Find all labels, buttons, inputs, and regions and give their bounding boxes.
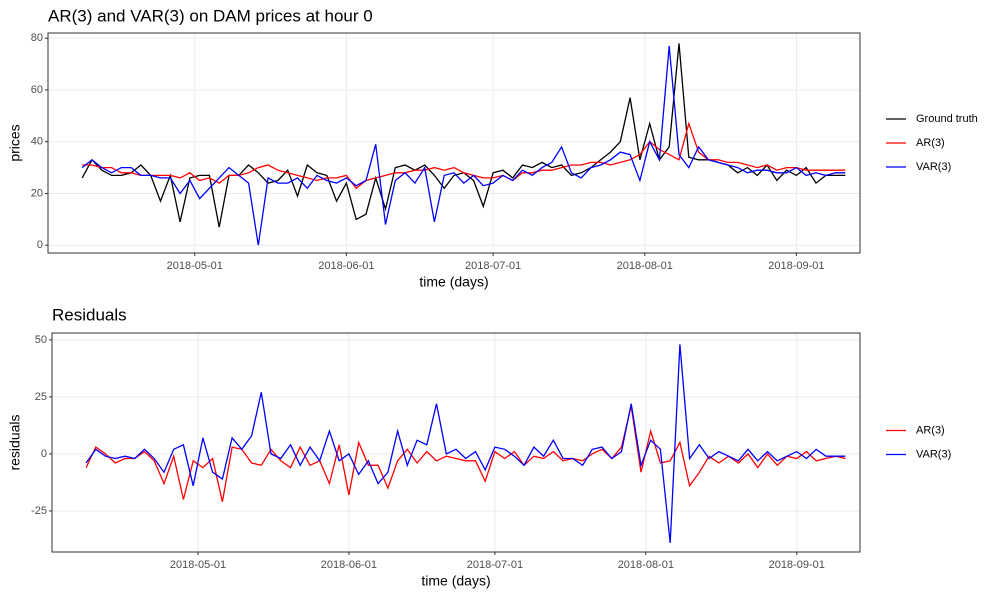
y-tick-label: 25 bbox=[35, 391, 47, 403]
y-axis-label: residuals bbox=[7, 414, 23, 470]
legend-label: VAR(3) bbox=[916, 161, 951, 173]
plot-panel bbox=[48, 33, 860, 253]
y-tick-label: -25 bbox=[31, 505, 47, 517]
x-tick-label: 2018-05-01 bbox=[167, 260, 223, 272]
y-tick-label: 60 bbox=[31, 84, 43, 96]
chart-title: AR(3) and VAR(3) on DAM prices at hour 0 bbox=[48, 6, 373, 25]
x-tick-label: 2018-09-01 bbox=[768, 260, 824, 272]
y-tick-label: 20 bbox=[31, 187, 43, 199]
x-tick-label: 2018-06-01 bbox=[318, 260, 374, 272]
legend-label: AR(3) bbox=[916, 424, 945, 436]
x-axis-label: time (days) bbox=[419, 274, 488, 290]
legend-label: VAR(3) bbox=[916, 448, 951, 460]
series-line bbox=[81, 45, 846, 246]
x-tick-label: 2018-08-01 bbox=[618, 559, 674, 571]
y-tick-label: 80 bbox=[31, 32, 43, 44]
y-tick-label: 50 bbox=[35, 334, 47, 346]
series-line bbox=[85, 405, 846, 502]
legend-label: AR(3) bbox=[916, 137, 945, 149]
legend-label: Ground truth bbox=[916, 113, 978, 125]
series-line bbox=[85, 344, 846, 543]
y-tick-label: 0 bbox=[41, 448, 47, 460]
x-tick-label: 2018-07-01 bbox=[467, 559, 523, 571]
x-tick-label: 2018-07-01 bbox=[465, 260, 521, 272]
x-tick-label: 2018-08-01 bbox=[617, 260, 673, 272]
x-tick-label: 2018-05-01 bbox=[170, 559, 226, 571]
plot-panel bbox=[52, 333, 860, 552]
x-tick-label: 2018-06-01 bbox=[321, 559, 377, 571]
y-axis-label: prices bbox=[7, 124, 23, 161]
x-tick-label: 2018-09-01 bbox=[769, 559, 825, 571]
panel-border bbox=[51, 332, 861, 553]
panel-border bbox=[47, 32, 861, 254]
series-line bbox=[82, 121, 846, 190]
x-axis-label: time (days) bbox=[421, 573, 490, 589]
y-tick-label: 40 bbox=[31, 136, 43, 148]
y-tick-label: 0 bbox=[37, 239, 43, 251]
chart-title: Residuals bbox=[52, 305, 127, 324]
